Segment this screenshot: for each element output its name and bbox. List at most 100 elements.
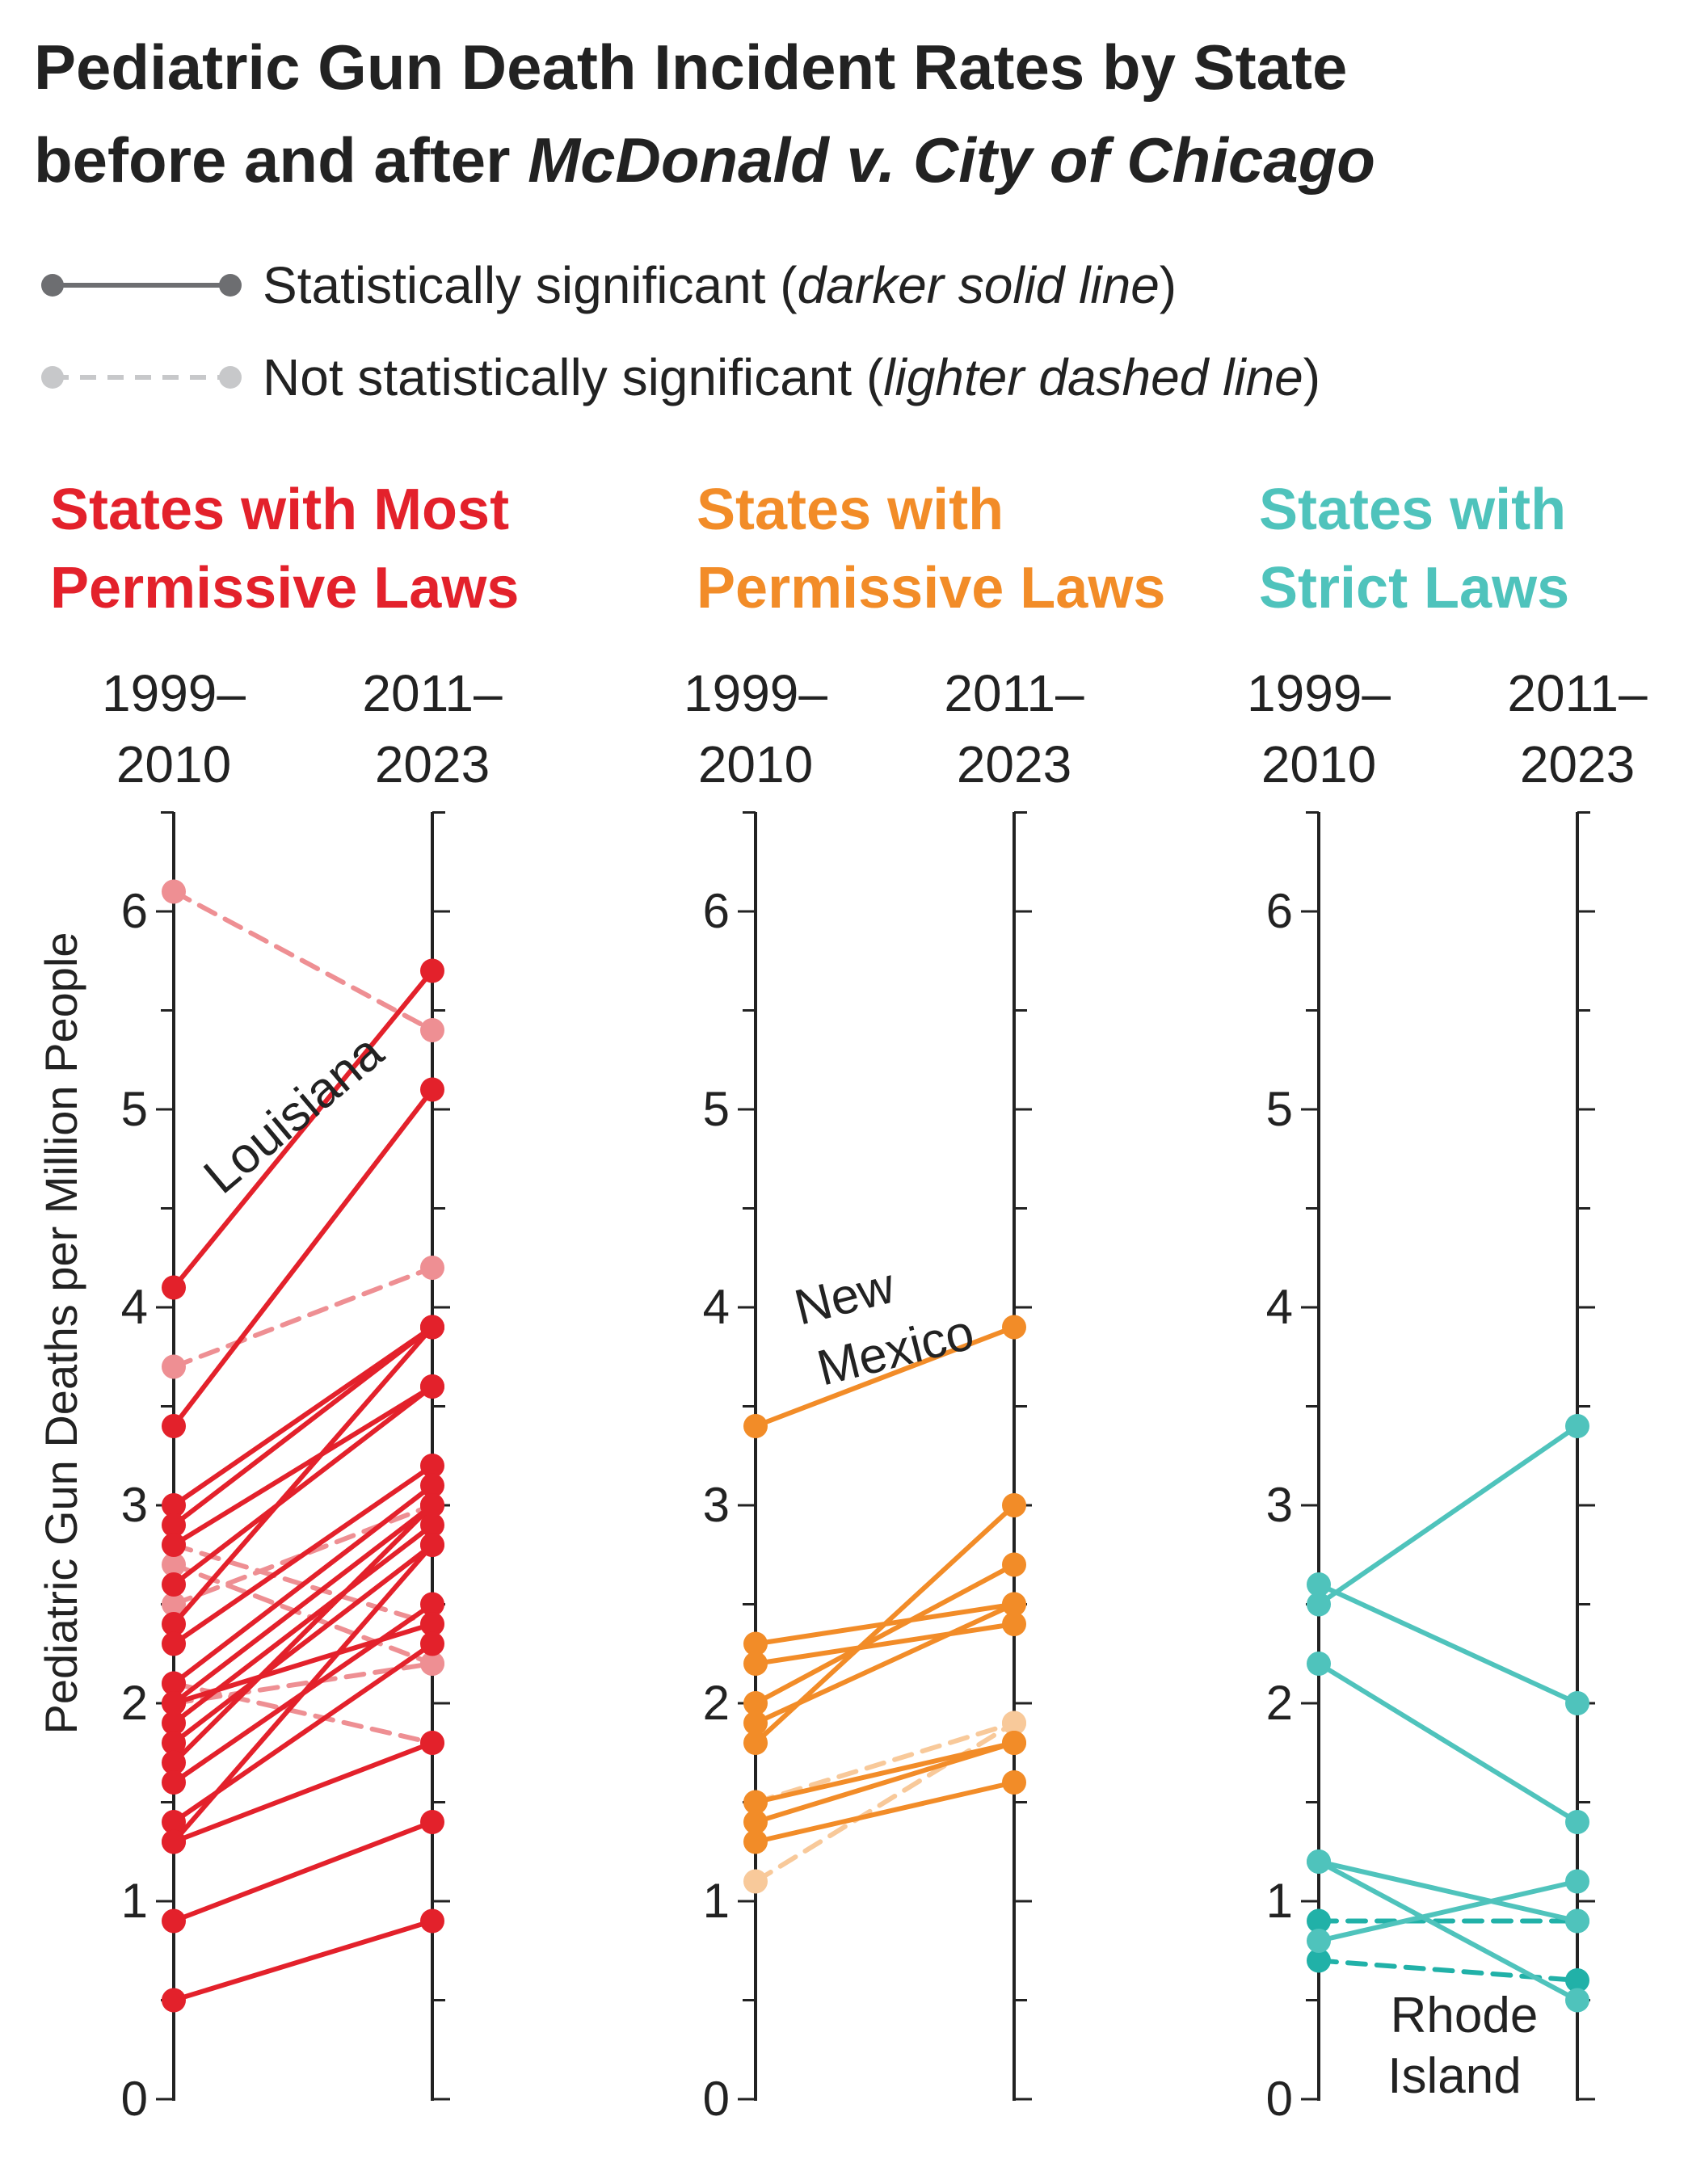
series-point-start	[162, 1275, 186, 1300]
series-point-end	[1565, 1968, 1589, 1993]
legend-nonsig-close: )	[1303, 348, 1320, 406]
y-axis-label: Pediatric Gun Deaths per Million People	[36, 932, 86, 1735]
series-line-significant	[1316, 1859, 1580, 2003]
tick-label: 6	[121, 884, 148, 938]
series-line-significant	[171, 1820, 435, 1924]
legend-nonsig-text: Not statistically significant (	[263, 348, 883, 406]
legend-significant-italic: darker solid line	[798, 256, 1160, 314]
tick-label: 5	[1266, 1082, 1293, 1136]
tick-label: 6	[1266, 884, 1293, 938]
series-point-start	[1307, 1849, 1331, 1874]
panel-title-line1: States with	[1259, 478, 1566, 542]
series-line-significant	[1316, 1879, 1580, 1943]
series-line-nonsignificant	[171, 1661, 435, 1706]
tick-label: 6	[703, 884, 730, 938]
series-point-end	[1002, 1315, 1026, 1340]
tick-label: 3	[703, 1478, 730, 1532]
legend-nonsig-italic: lighter dashed line	[883, 348, 1303, 406]
series-point-start	[162, 1731, 186, 1755]
legend-significant-text: Statistically significant (	[263, 256, 798, 314]
tick-label: 2	[1266, 1676, 1293, 1730]
series-point-end	[420, 1652, 444, 1676]
series-line-significant	[1316, 1424, 1580, 1607]
series-line-significant	[171, 1324, 435, 1508]
series-point-start	[162, 1810, 186, 1834]
series-point-end	[1565, 1988, 1589, 2013]
period-label-line1: 1999–	[1247, 664, 1391, 722]
tick-label: 5	[703, 1082, 730, 1136]
series-point-end	[420, 1018, 444, 1042]
series-point-start	[162, 1612, 186, 1636]
period-label-line1: 1999–	[684, 664, 827, 722]
series-point-start	[162, 1691, 186, 1715]
series-line-significant	[171, 1740, 435, 1845]
series-point-start	[162, 1493, 186, 1517]
period-label-line1: 2011–	[1507, 664, 1648, 722]
series-point-end	[420, 1810, 444, 1834]
panel-title-line1: States with Most	[50, 478, 509, 542]
series-point-end	[1002, 1731, 1026, 1755]
series-point-start	[743, 1652, 768, 1676]
series-line-nonsignificant	[171, 1265, 435, 1370]
legend-nonsig-dot-left	[41, 366, 64, 389]
series-line-significant	[753, 1503, 1017, 1745]
series-point-start	[1307, 1592, 1331, 1617]
series-point-start	[162, 1572, 186, 1597]
period-label-line2: 2010	[1261, 735, 1376, 793]
series-line-significant	[171, 968, 435, 1290]
series-point-end	[1002, 1711, 1026, 1736]
series-line-nonsignificant	[171, 1503, 435, 1607]
tick-label: 0	[121, 2072, 148, 2126]
series-point-end	[1002, 1493, 1026, 1517]
series-line-significant	[1316, 1661, 1580, 1824]
tick-label: 4	[1266, 1280, 1293, 1334]
tick-label: 3	[1266, 1478, 1293, 1532]
tick-label: 1	[703, 1874, 730, 1928]
legend-significant-dot-right	[219, 274, 242, 297]
series-line-nonsignificant	[171, 1681, 435, 1745]
panel-title-line2: Permissive Laws	[50, 556, 519, 621]
series-point-end	[1002, 1770, 1026, 1795]
series-line-significant	[171, 1483, 435, 1686]
series-line-nonsignificant	[171, 889, 435, 1033]
series-line-significant	[171, 1503, 435, 1765]
tick-label: 0	[1266, 2072, 1293, 2126]
series-point-end	[420, 1612, 444, 1636]
series-line-significant	[1316, 1859, 1580, 1924]
series-point-start	[162, 1671, 186, 1696]
chart-title-line2: before and after McDonald v. City of Chi…	[34, 124, 1375, 196]
series-line-significant	[171, 1384, 435, 1547]
series-line-significant	[171, 1542, 435, 1845]
series-point-end	[1565, 1869, 1589, 1894]
chart-title-line1: Pediatric Gun Death Incident Rates by St…	[34, 32, 1347, 103]
panel-title-line2: Strict Laws	[1259, 556, 1569, 621]
series-point-start	[162, 1770, 186, 1795]
series-point-start	[1307, 1572, 1331, 1597]
series-line-significant	[753, 1324, 1017, 1429]
series-line-nonsignificant	[171, 1562, 435, 1666]
series-point-end	[1002, 1592, 1026, 1617]
series-line-nonsignificant	[753, 1720, 1017, 1805]
tick-label: 3	[121, 1478, 148, 1532]
series-line-nonsignificant	[753, 1720, 1017, 1884]
series-point-end	[420, 1454, 444, 1478]
series-point-end	[420, 1592, 444, 1617]
series-point-start	[1307, 1908, 1331, 1934]
series-point-start	[743, 1691, 768, 1715]
series-point-start	[743, 1414, 768, 1438]
series-point-start	[162, 1552, 186, 1577]
series-point-start	[743, 1829, 768, 1854]
series-point-start	[162, 1513, 186, 1538]
series-point-start	[162, 1711, 186, 1736]
legend-significant-label: Statistically significant (darker solid …	[263, 256, 1177, 314]
tick-label: 4	[121, 1280, 148, 1334]
tick-label: 0	[703, 2072, 730, 2126]
series-point-end	[1565, 1691, 1589, 1715]
series-line-significant	[171, 1622, 435, 1706]
period-label-line2: 2010	[116, 735, 231, 793]
series-line-significant	[171, 1324, 435, 1626]
annotation-rhode-island-line1: Rhode	[1391, 1988, 1539, 2043]
series-point-start	[743, 1711, 768, 1736]
